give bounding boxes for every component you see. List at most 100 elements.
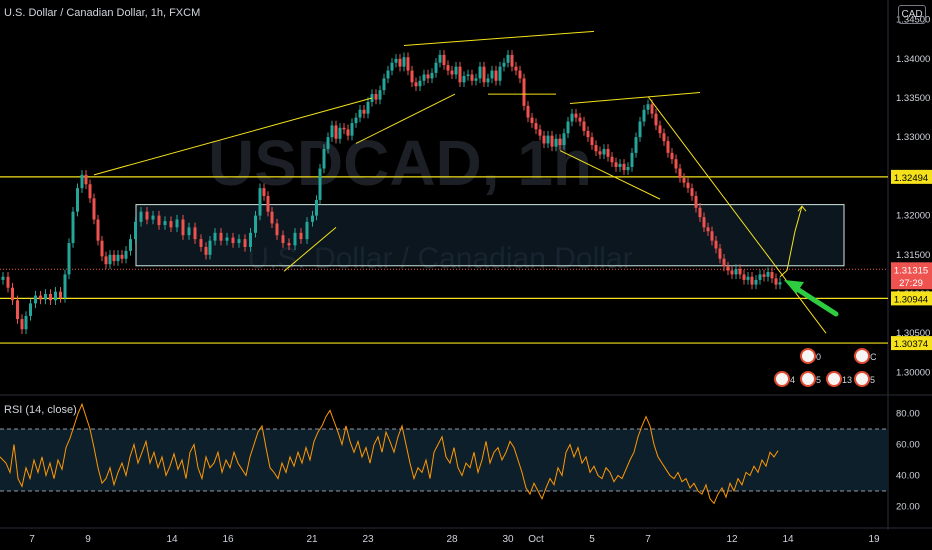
rsi-tick-label: 40.00 — [896, 471, 920, 482]
candle-body — [502, 62, 506, 67]
candle-body — [566, 121, 570, 134]
candle-body — [754, 279, 758, 285]
candle-body — [11, 287, 14, 301]
candle-body — [678, 168, 682, 178]
candle-body — [578, 117, 582, 122]
candle-body — [406, 57, 410, 71]
candle-body — [542, 135, 546, 144]
candle-body — [706, 227, 710, 232]
candle-body — [305, 221, 309, 240]
price-label: 1.30944 — [894, 294, 928, 305]
candle-body — [610, 156, 614, 163]
candle-body — [199, 239, 203, 247]
candle-body — [225, 237, 229, 241]
price-tick-label: 1.34500 — [896, 15, 930, 26]
candle-body — [193, 227, 197, 240]
rsi-tick-label: 80.00 — [896, 409, 920, 420]
trend-line — [355, 93, 456, 144]
candle-body — [454, 66, 458, 75]
green-arrow-shaft — [791, 284, 839, 317]
candle-body — [249, 232, 252, 247]
candle-body — [522, 78, 526, 106]
candle-body — [478, 66, 482, 79]
time-tick-label: 30 — [502, 534, 514, 545]
rsi-tick-label: 20.00 — [896, 502, 920, 513]
candle-body — [638, 121, 642, 138]
chart-title: U.S. Dollar / Canadian Dollar, 1h, FXCM — [4, 7, 201, 19]
candle-body — [526, 105, 530, 118]
candle-body — [163, 221, 167, 226]
candle-body — [262, 188, 266, 196]
time-tick-label: 21 — [306, 534, 318, 545]
candle-body — [67, 243, 71, 275]
candle-body — [778, 282, 782, 285]
candle-body — [96, 219, 100, 241]
candle-body — [354, 117, 358, 124]
candle-body — [139, 211, 143, 222]
candle-body — [54, 291, 57, 301]
candle-body — [742, 274, 746, 280]
event-icon — [854, 348, 870, 364]
candle-body — [293, 232, 297, 246]
candle-body — [338, 127, 342, 139]
candle-body — [442, 54, 446, 66]
candle-body — [774, 278, 778, 285]
candle-body — [342, 127, 346, 130]
candle-body — [1, 276, 5, 280]
candle-body — [518, 70, 522, 79]
candle-body — [92, 198, 96, 220]
candle-body — [710, 231, 714, 241]
candle-body — [762, 274, 766, 277]
candle-body — [318, 168, 322, 200]
event-icon — [800, 348, 816, 364]
candle-body — [76, 188, 79, 212]
candle-body — [80, 174, 84, 189]
event-icon — [800, 371, 816, 387]
candle-body — [434, 62, 438, 73]
price-tick-label: 1.30500 — [896, 328, 930, 339]
candle-body — [237, 239, 241, 244]
price-label-badge — [891, 336, 932, 351]
candle-body — [646, 104, 650, 110]
price-tick-label: 1.34000 — [896, 54, 930, 65]
candle-body — [622, 163, 626, 171]
candle-body — [382, 78, 386, 91]
candle-body — [104, 256, 108, 265]
candle-body — [386, 70, 390, 79]
price-tick-label: 1.33500 — [896, 93, 930, 104]
candle-body — [662, 133, 666, 142]
candle-body — [157, 215, 161, 226]
time-tick-label: 19 — [868, 534, 880, 545]
candle-body — [254, 215, 257, 233]
candle-body — [538, 129, 542, 136]
candle-body — [258, 188, 262, 216]
candle-body — [446, 65, 450, 71]
candle-body — [690, 188, 694, 196]
candle-body — [718, 248, 722, 259]
candle-body — [181, 219, 185, 236]
candle-body — [458, 66, 462, 83]
rsi-tick-label: 60.00 — [896, 440, 920, 451]
currency-badge[interactable]: CAD — [898, 5, 926, 24]
candle-body — [275, 223, 279, 236]
trend-line — [403, 30, 595, 46]
candle-body — [498, 66, 502, 81]
candle-body — [16, 300, 19, 320]
candle-body — [6, 276, 10, 288]
candle-body — [694, 196, 698, 208]
candle-body — [550, 135, 554, 147]
candle-body — [100, 240, 104, 257]
price-tick-label: 1.30000 — [896, 367, 930, 378]
candle-body — [654, 113, 658, 126]
candle-body — [562, 133, 566, 146]
candle-body — [63, 274, 67, 298]
time-tick-label: Oct — [528, 534, 544, 545]
candle-body — [29, 303, 32, 316]
candle-body — [758, 274, 762, 280]
event-count: C — [870, 352, 877, 362]
candle-body — [20, 319, 24, 330]
candle-body — [574, 113, 578, 118]
forecast-path — [779, 206, 803, 278]
candle-body — [510, 54, 514, 67]
